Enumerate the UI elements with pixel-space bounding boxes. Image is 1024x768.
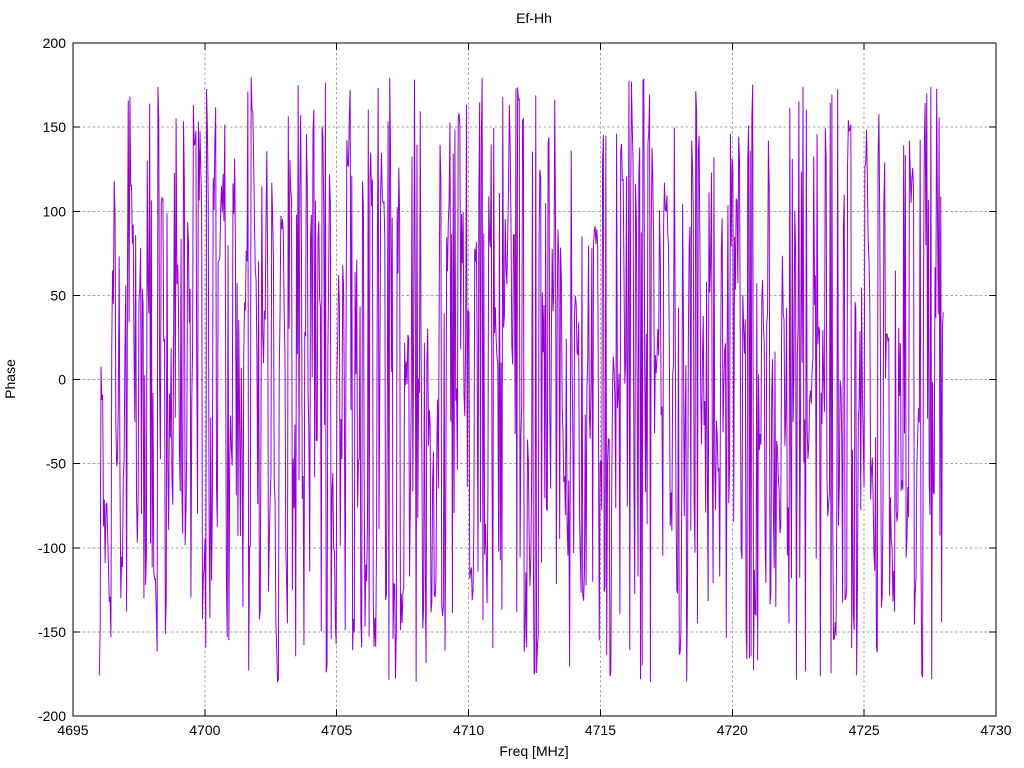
phase-trace bbox=[98, 76, 944, 683]
tick-labels: 4695 4700 4705 4710 4715 4720 4725 4730 -200 -150… bbox=[38, 35, 1012, 738]
x-tick-label: 4695 bbox=[57, 722, 88, 738]
y-axis-label: Phase bbox=[2, 359, 18, 399]
x-tick-label: 4710 bbox=[453, 722, 484, 738]
x-tick-label: 4730 bbox=[980, 722, 1011, 738]
x-tick-label: 4705 bbox=[321, 722, 352, 738]
x-tick-label: 4715 bbox=[585, 722, 616, 738]
y-tick-label: -200 bbox=[38, 708, 66, 724]
y-tick-label: 100 bbox=[43, 203, 67, 219]
plot-border bbox=[72, 42, 997, 717]
y-tick-label: 150 bbox=[43, 119, 67, 135]
x-axis-label: Freq [MHz] bbox=[499, 743, 568, 759]
y-tick-label: 50 bbox=[50, 287, 66, 303]
y-tick-label: -50 bbox=[46, 456, 66, 472]
y-tick-label: 0 bbox=[58, 372, 66, 388]
y-tick-label: -100 bbox=[38, 540, 66, 556]
x-tick-label: 4725 bbox=[849, 722, 880, 738]
x-tick-label: 4700 bbox=[189, 722, 220, 738]
chart-title: Ef-Hh bbox=[516, 10, 552, 26]
x-tick-label: 4720 bbox=[717, 722, 748, 738]
y-tick-label: 200 bbox=[43, 35, 67, 51]
y-tick-label: -150 bbox=[38, 624, 66, 640]
